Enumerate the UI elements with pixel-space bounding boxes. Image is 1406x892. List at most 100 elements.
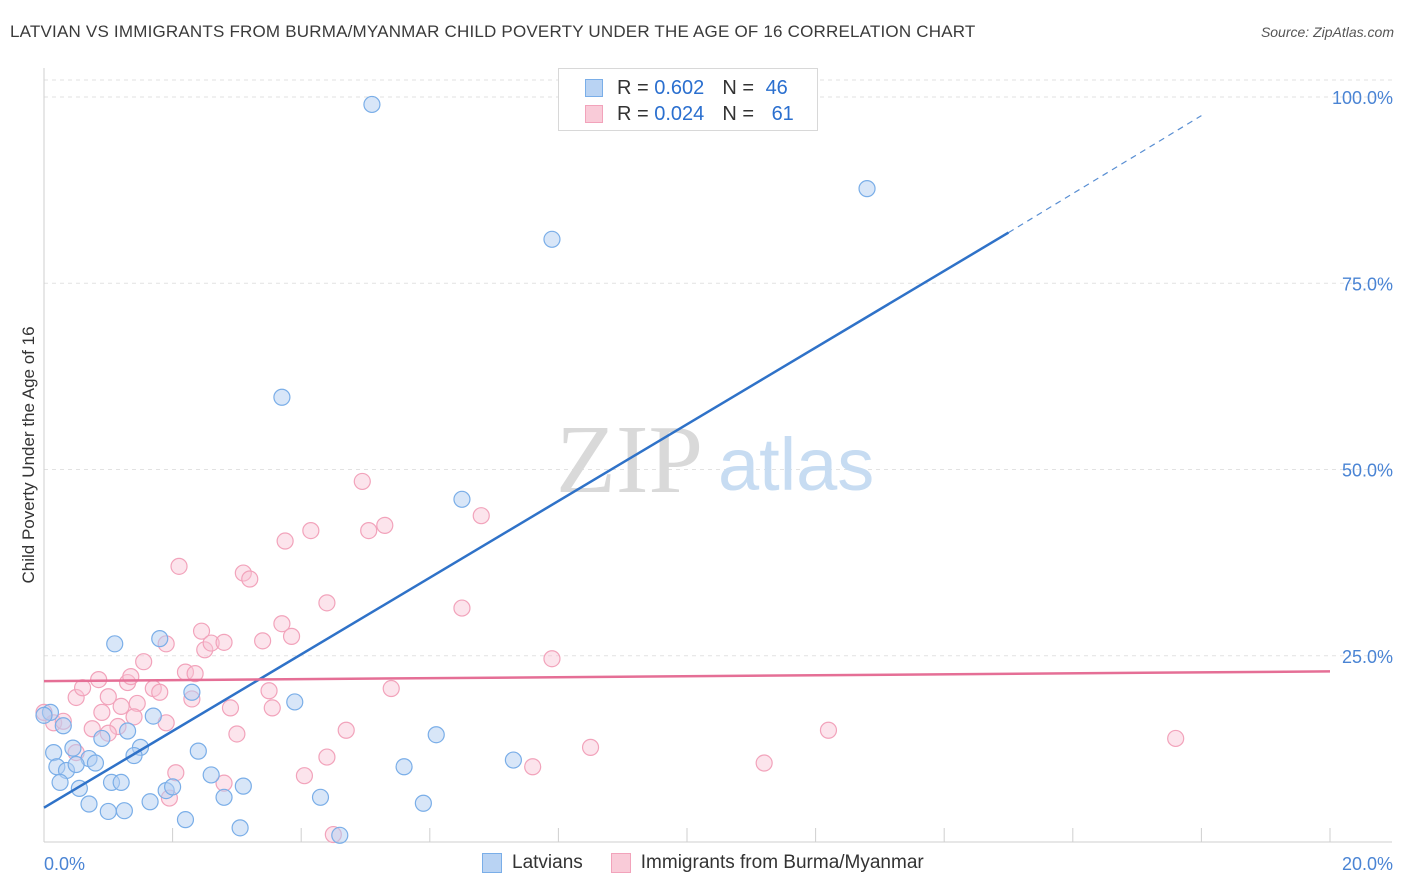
immigrants-point xyxy=(382,679,400,698)
latvians-point xyxy=(311,788,330,806)
immigrants-point xyxy=(302,521,320,540)
immigrants-point xyxy=(282,627,301,645)
immigrants-point xyxy=(337,721,355,739)
series-legend: Latvians Immigrants from Burma/Myanmar xyxy=(482,852,952,874)
immigrants-point xyxy=(755,754,773,772)
immigrants-point xyxy=(112,697,130,716)
latvians-point xyxy=(234,777,252,795)
latvians-point xyxy=(144,707,162,725)
latvians-point xyxy=(93,729,111,748)
latvians-point xyxy=(504,751,522,769)
latvians-point xyxy=(164,778,182,796)
r-label: R = xyxy=(617,102,649,125)
immigrants-point xyxy=(295,767,314,785)
immigrants-point xyxy=(819,721,838,739)
immigrants-point xyxy=(170,557,188,575)
immigrants-point xyxy=(263,699,281,717)
latvians-point xyxy=(80,795,98,813)
y-tick-label: 25.0% xyxy=(1342,647,1393,667)
immigrants-point xyxy=(318,594,336,612)
latvians-point xyxy=(51,773,69,792)
tick-labels: 25.0% 50.0% 75.0% 100.0% 0.0% 20.0% xyxy=(44,88,1393,874)
immigrants-point xyxy=(260,682,278,700)
immigrants-point xyxy=(581,738,600,756)
immigrants-point xyxy=(241,570,259,588)
latvians-point xyxy=(118,722,137,740)
legend-item-immigrants[interactable]: Immigrants from Burma/Myanmar xyxy=(610,852,924,874)
immigrants-point xyxy=(318,748,336,766)
immigrants-point xyxy=(135,653,153,671)
latvians-point xyxy=(858,180,876,198)
latvians-point xyxy=(183,683,201,701)
latvians-point xyxy=(543,230,561,248)
legend-row-latvians: R = 0.602 N = 46 xyxy=(585,76,788,100)
latvians-point xyxy=(35,706,53,724)
immigrants-point xyxy=(151,683,169,701)
immigrants-point xyxy=(234,564,252,582)
latvians-point xyxy=(286,693,304,711)
n-value-latvians: 46 xyxy=(765,76,788,99)
immigrants-point xyxy=(273,615,291,633)
x-tick-label: 0.0% xyxy=(44,854,85,874)
latvians-point xyxy=(67,755,85,774)
immigrants-point xyxy=(67,688,85,707)
latvians-point xyxy=(86,754,105,772)
immigrants-point xyxy=(1167,729,1185,748)
immigrants-point xyxy=(93,703,111,721)
immigrants-swatch xyxy=(585,105,603,123)
immigrants-point xyxy=(472,507,490,525)
legend-label-immigrants: Immigrants from Burma/Myanmar xyxy=(640,852,924,873)
latvians-point xyxy=(202,766,220,784)
immigrants-point xyxy=(543,650,561,668)
y-axis-label: Child Poverty Under the Age of 16 xyxy=(19,326,38,583)
immigrants-point xyxy=(453,599,471,617)
immigrants-point xyxy=(73,679,92,697)
latvians-point xyxy=(106,635,124,653)
immigrants-point xyxy=(128,694,146,713)
latvians-points xyxy=(35,95,876,844)
y-tick-label: 75.0% xyxy=(1342,274,1393,294)
latvians-point xyxy=(331,826,349,844)
immigrants-point xyxy=(228,725,246,743)
immigrants-point xyxy=(276,532,294,550)
legend-label-latvians: Latvians xyxy=(512,852,583,873)
chart-title: LATVIAN VS IMMIGRANTS FROM BURMA/MYANMAR… xyxy=(10,22,976,41)
immigrants-point xyxy=(360,521,378,540)
stats-legend: R = 0.602 N = 46 R = 0.024 N = 61 xyxy=(558,68,818,131)
trend-lines xyxy=(43,115,1331,809)
immigrants-legend-swatch xyxy=(610,853,631,873)
latvians-point xyxy=(231,819,249,837)
latvians-point xyxy=(54,717,72,735)
immigrants-point xyxy=(192,622,211,640)
latvians-point xyxy=(141,793,159,811)
watermark-atlas: atlas xyxy=(718,423,874,506)
latvians-point xyxy=(427,726,445,744)
x-tick-label: 20.0% xyxy=(1342,854,1393,874)
immigrants-point xyxy=(99,688,117,706)
immigrants-point xyxy=(353,472,371,491)
immigrants-point xyxy=(196,641,214,659)
y-tick-label: 50.0% xyxy=(1342,461,1393,481)
source-label: Source: ZipAtlas.com xyxy=(1260,24,1394,40)
latvians-point xyxy=(112,773,130,792)
immigrants-point xyxy=(122,668,140,686)
immigrants-point xyxy=(524,758,542,776)
immigrants-point xyxy=(202,634,220,652)
legend-item-latvians[interactable]: Latvians xyxy=(482,852,583,874)
immigrants-point xyxy=(376,516,394,534)
y-tick-label: 100.0% xyxy=(1332,88,1393,108)
immigrants-points xyxy=(35,472,1185,844)
r-label: R = xyxy=(617,76,649,99)
immigrants-point xyxy=(125,708,143,726)
watermark: ZIP atlas xyxy=(556,406,874,514)
latvians-swatch xyxy=(585,79,603,97)
latvians-point xyxy=(189,742,207,760)
n-label: N = xyxy=(722,76,754,99)
immigrants-point xyxy=(254,632,272,650)
immigrants-point xyxy=(221,699,240,717)
latvians-point xyxy=(395,758,413,776)
latvians-point xyxy=(453,490,471,508)
latvians-trend-line xyxy=(43,231,1010,809)
immigrants-point xyxy=(186,665,204,683)
latvians-point xyxy=(363,95,381,114)
